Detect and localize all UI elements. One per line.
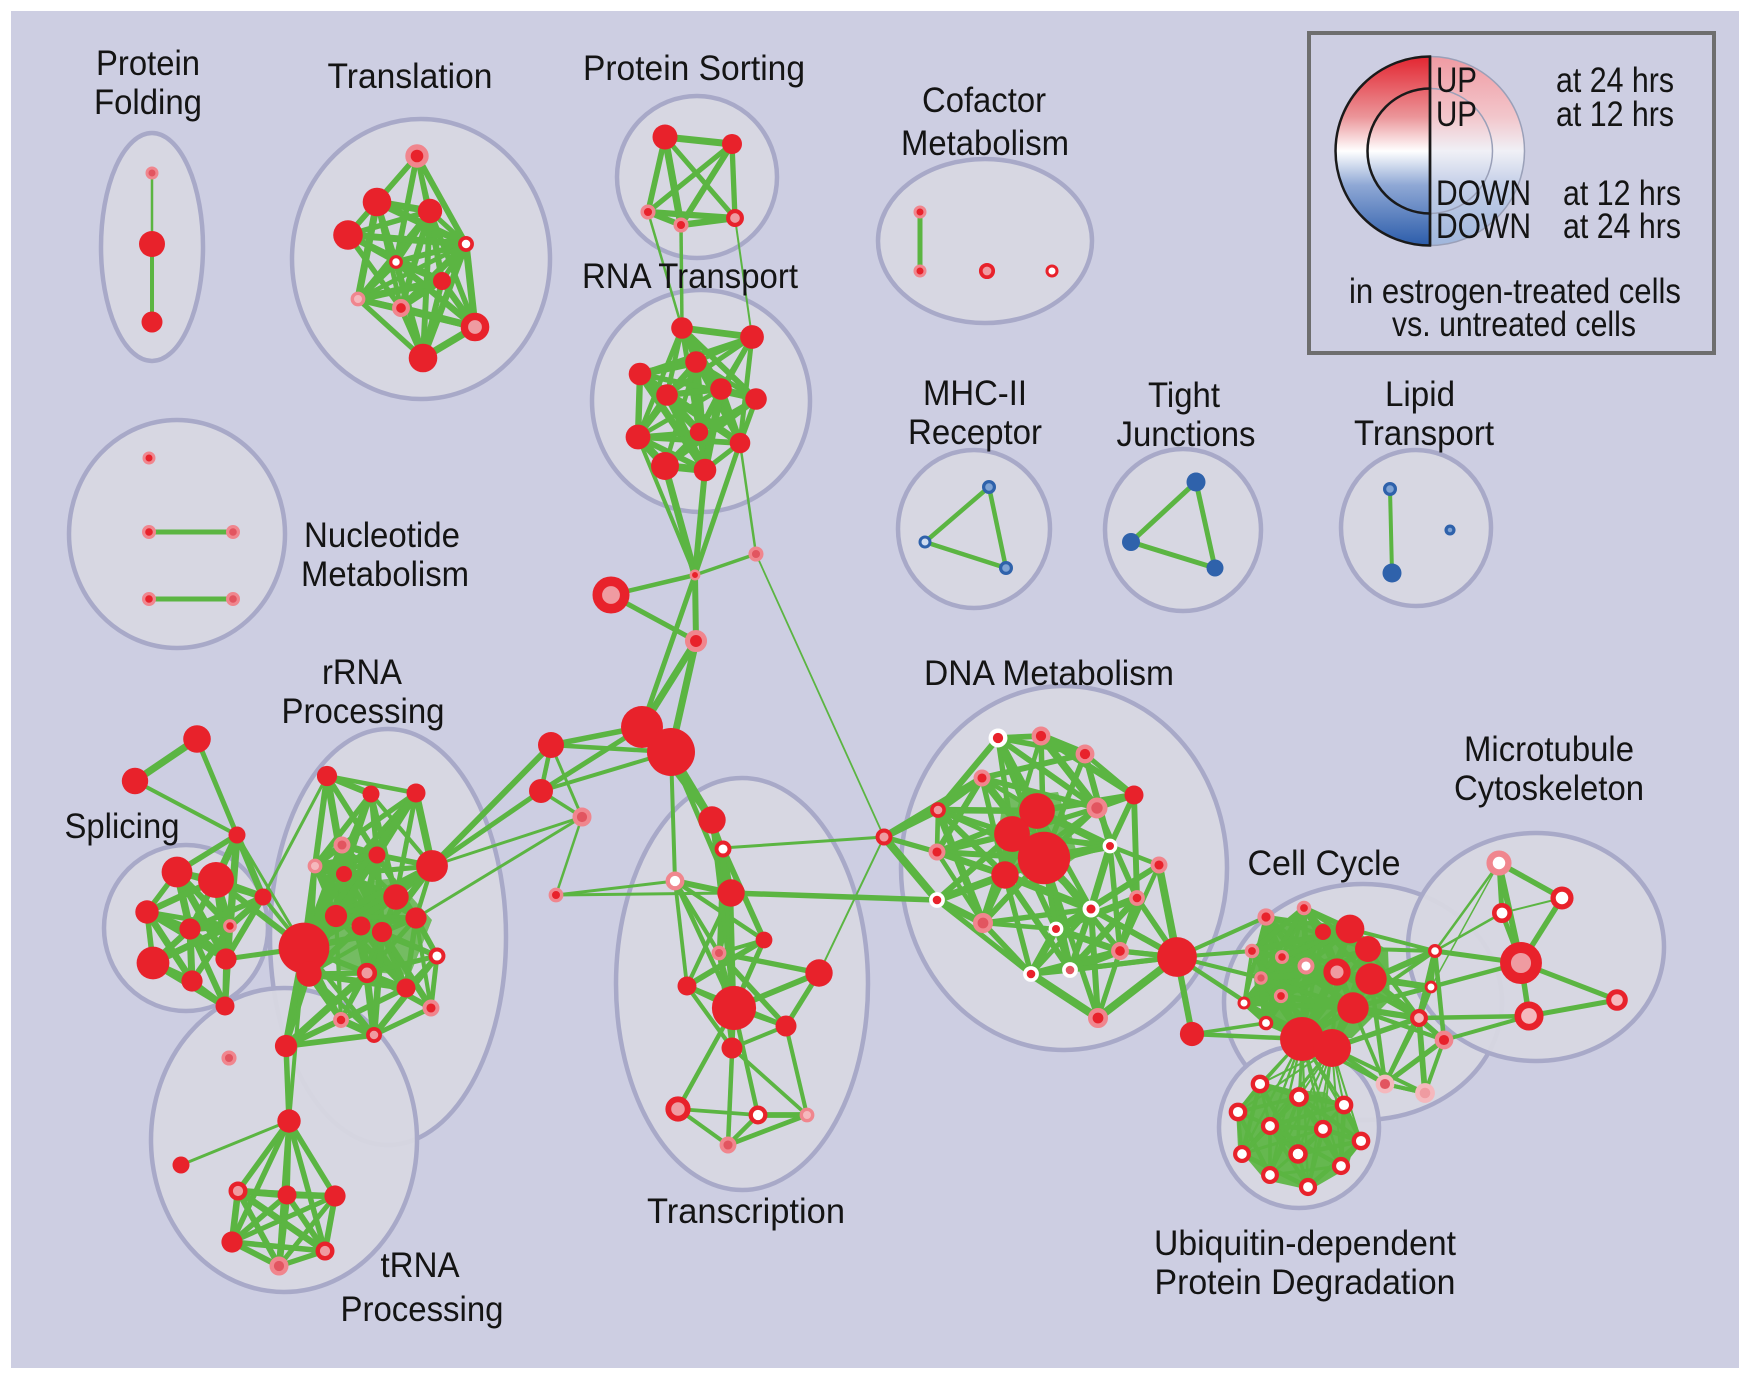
svg-text:Folding: Folding — [94, 83, 202, 122]
svg-text:vs. untreated cells: vs. untreated cells — [1392, 305, 1636, 344]
svg-text:UP: UP — [1436, 61, 1477, 100]
svg-text:RNA Transport: RNA Transport — [582, 257, 798, 296]
svg-text:Metabolism: Metabolism — [301, 555, 469, 594]
svg-text:Protein Degradation: Protein Degradation — [1155, 1263, 1456, 1302]
svg-text:at 12 hrs: at 12 hrs — [1563, 174, 1681, 213]
svg-text:tRNA: tRNA — [381, 1246, 461, 1285]
svg-text:Lipid: Lipid — [1385, 375, 1455, 414]
svg-text:Processing: Processing — [282, 692, 445, 731]
svg-text:Ubiquitin-dependent: Ubiquitin-dependent — [1154, 1224, 1456, 1263]
svg-text:DOWN: DOWN — [1436, 174, 1531, 213]
svg-text:Cell Cycle: Cell Cycle — [1248, 844, 1401, 883]
svg-text:Cytoskeleton: Cytoskeleton — [1454, 769, 1644, 808]
svg-text:Cofactor: Cofactor — [922, 81, 1046, 120]
svg-text:Processing: Processing — [341, 1290, 504, 1329]
svg-text:Metabolism: Metabolism — [901, 124, 1069, 163]
svg-text:Protein Sorting: Protein Sorting — [583, 49, 805, 88]
svg-text:DNA Metabolism: DNA Metabolism — [924, 654, 1174, 693]
svg-text:rRNA: rRNA — [322, 653, 403, 692]
svg-text:Receptor: Receptor — [908, 413, 1042, 452]
svg-text:Translation: Translation — [328, 57, 493, 96]
svg-text:Tight: Tight — [1148, 376, 1220, 415]
svg-text:UP: UP — [1436, 95, 1477, 134]
svg-text:MHC-II: MHC-II — [923, 374, 1027, 413]
svg-text:at 24 hrs: at 24 hrs — [1563, 207, 1681, 246]
svg-text:Junctions: Junctions — [1117, 415, 1256, 454]
svg-text:DOWN: DOWN — [1436, 207, 1531, 246]
svg-text:Splicing: Splicing — [65, 807, 180, 846]
svg-text:Transcription: Transcription — [647, 1192, 845, 1231]
svg-text:at 24 hrs: at 24 hrs — [1556, 61, 1674, 100]
svg-text:Protein: Protein — [96, 44, 200, 83]
svg-text:at 12 hrs: at 12 hrs — [1556, 95, 1674, 134]
svg-text:Nucleotide: Nucleotide — [304, 516, 460, 555]
svg-text:in estrogen-treated cells: in estrogen-treated cells — [1349, 272, 1681, 311]
svg-text:Microtubule: Microtubule — [1464, 730, 1634, 769]
svg-text:Transport: Transport — [1354, 414, 1494, 453]
